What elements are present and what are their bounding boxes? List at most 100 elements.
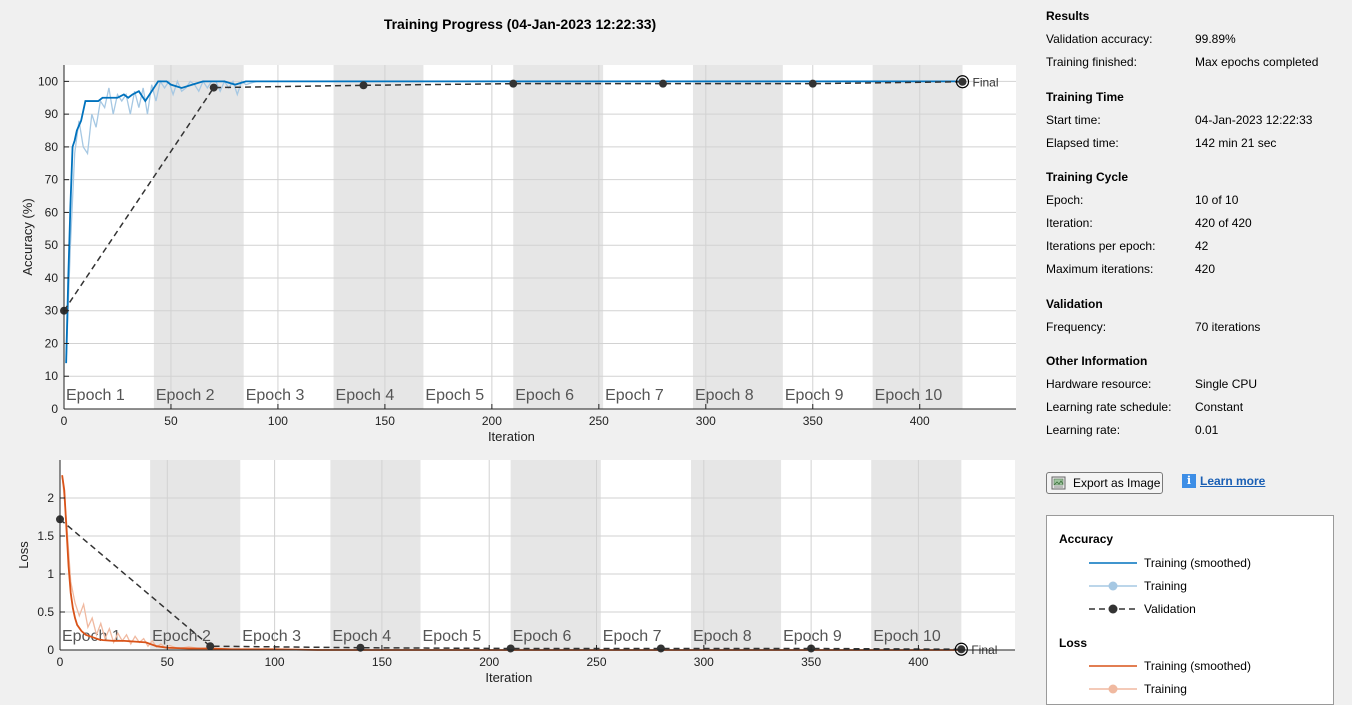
loss-epoch-label: Epoch 2	[152, 628, 211, 645]
acc-x-tick-label: 400	[910, 414, 930, 428]
acc-epoch-label: Epoch 2	[156, 387, 215, 404]
legend-loss-train-label: Training	[1144, 682, 1187, 696]
acc-x-tick-label: 250	[589, 414, 609, 428]
acc-validation-point	[659, 79, 668, 88]
acc-x-axis-label: Iteration	[488, 429, 535, 444]
legend-acc-validation-label: Validation	[1144, 602, 1196, 616]
frequency-value: 70 iterations	[1195, 320, 1261, 334]
loss-epoch-label: Epoch 4	[332, 628, 391, 645]
learning-rate-value: 0.01	[1195, 423, 1219, 437]
acc-y-tick-label: 80	[45, 140, 59, 154]
acc-epoch-band	[153, 65, 244, 409]
page-title: Training Progress (04-Jan-2023 12:22:33)	[383, 16, 657, 32]
loss-y-tick-label: 0	[47, 643, 54, 657]
hardware-resource-value: Single CPU	[1195, 377, 1258, 391]
loss-y-axis-label: Loss	[16, 541, 31, 569]
learning-rate-schedule-value: Constant	[1195, 400, 1244, 414]
loss-y-tick-label: 1	[47, 567, 54, 581]
iterations-per-epoch-value: 42	[1195, 239, 1209, 253]
loss-x-tick-label: 350	[801, 655, 821, 669]
maximum-iterations-label: Maximum iterations:	[1046, 262, 1154, 276]
loss-final-marker-ring	[954, 642, 968, 656]
validation-accuracy-label: Validation accuracy:	[1046, 32, 1153, 46]
loss-epoch-label: Epoch 9	[783, 628, 842, 645]
acc-epoch-label: Epoch 4	[336, 387, 395, 404]
training-time-title: Training Time	[1046, 90, 1124, 104]
legend-panel: Accuracy Training (smoothed) Training Va…	[1046, 515, 1334, 705]
loss-validation-point	[206, 642, 215, 651]
loss-epoch-band	[330, 460, 421, 650]
info-icon: i	[1182, 474, 1196, 488]
loss-validation-point	[957, 645, 966, 654]
validation-accuracy-value: 99.89%	[1195, 32, 1236, 46]
acc-y-tick-label: 20	[45, 336, 59, 350]
elapsed-time-label: Elapsed time:	[1046, 136, 1119, 150]
acc-y-tick-label: 30	[45, 304, 59, 318]
acc-validation-point	[958, 77, 967, 86]
legend-accuracy-title: Accuracy	[1059, 532, 1114, 546]
learn-more-link-group[interactable]: i Learn more	[1182, 474, 1265, 488]
acc-x-tick-label: 200	[482, 414, 502, 428]
loss-epoch-band	[871, 460, 962, 650]
loss-epoch-label: Epoch 3	[242, 628, 301, 645]
acc-x-tick-label: 150	[375, 414, 395, 428]
legend-acc-validation: Validation	[1087, 601, 1327, 617]
loss-epoch-band	[690, 460, 782, 650]
epoch-label: Epoch:	[1046, 193, 1084, 207]
export-as-image-button[interactable]: Export as Image	[1046, 472, 1163, 494]
iteration-value: 420 of 420	[1195, 216, 1252, 230]
acc-y-tick-label: 0	[51, 402, 58, 416]
acc-y-tick-label: 60	[45, 205, 59, 219]
acc-validation-point	[509, 79, 518, 88]
start-time-value: 04-Jan-2023 12:22:33	[1195, 113, 1313, 127]
acc-y-tick-label: 100	[38, 74, 58, 88]
export-button-label: Export as Image	[1073, 476, 1161, 490]
acc-y-tick-label: 10	[45, 369, 59, 383]
acc-epoch-label: Epoch 6	[515, 387, 574, 404]
acc-epoch-label: Epoch 1	[66, 387, 125, 404]
loss-epoch-label: Epoch 6	[513, 628, 572, 645]
acc-epoch-band	[333, 65, 424, 409]
image-export-icon	[1051, 476, 1066, 490]
acc-x-tick-label: 100	[268, 414, 288, 428]
legend-acc-train-smoothed-label: Training (smoothed)	[1144, 556, 1251, 570]
loss-x-tick-label: 250	[587, 655, 607, 669]
loss-x-tick-label: 400	[908, 655, 928, 669]
acc-x-tick-label: 300	[696, 414, 716, 428]
frequency-label: Frequency:	[1046, 320, 1107, 334]
iterations-per-epoch-label: Iterations per epoch:	[1046, 239, 1156, 253]
loss-x-tick-label: 50	[161, 655, 175, 669]
acc-validation-point	[808, 79, 817, 88]
loss-epoch-band	[150, 460, 241, 650]
acc-epoch-label: Epoch 10	[875, 387, 943, 404]
acc-epoch-band	[692, 65, 783, 409]
loss-x-axis-label: Iteration	[485, 670, 532, 685]
loss-validation-point	[356, 643, 365, 652]
training-finished-value: Max epochs completed	[1195, 55, 1319, 69]
acc-y-axis-label: Accuracy (%)	[20, 198, 35, 275]
acc-epoch-label: Epoch 8	[695, 387, 754, 404]
loss-x-tick-label: 0	[57, 655, 64, 669]
loss-y-tick-label: 2	[47, 491, 54, 505]
acc-x-tick-label: 350	[803, 414, 823, 428]
legend-acc-train-label: Training	[1144, 579, 1187, 593]
validation-title: Validation	[1046, 297, 1103, 311]
legend-acc-train-smoothed: Training (smoothed)	[1087, 555, 1327, 571]
other-information-title: Other Information	[1046, 354, 1148, 368]
acc-epoch-label: Epoch 9	[785, 387, 844, 404]
acc-epoch-label: Epoch 3	[246, 387, 305, 404]
loss-training-smoothed-line	[61, 475, 962, 651]
elapsed-time-value: 142 min 21 sec	[1195, 136, 1277, 150]
acc-final-label: Final	[973, 76, 999, 90]
acc-x-tick-label: 50	[164, 414, 178, 428]
learning-rate-schedule-label: Learning rate schedule:	[1046, 400, 1172, 414]
acc-validation-point	[209, 83, 218, 92]
acc-training-smoothed-line	[65, 80, 963, 364]
loss-x-tick-label: 100	[265, 655, 285, 669]
learning-rate-label: Learning rate:	[1046, 423, 1121, 437]
learn-more-link[interactable]: Learn more	[1200, 474, 1266, 488]
acc-final-marker-ring	[955, 75, 970, 89]
loss-x-tick-label: 200	[479, 655, 499, 669]
results-title: Results	[1046, 9, 1090, 23]
hardware-resource-label: Hardware resource:	[1046, 377, 1152, 391]
